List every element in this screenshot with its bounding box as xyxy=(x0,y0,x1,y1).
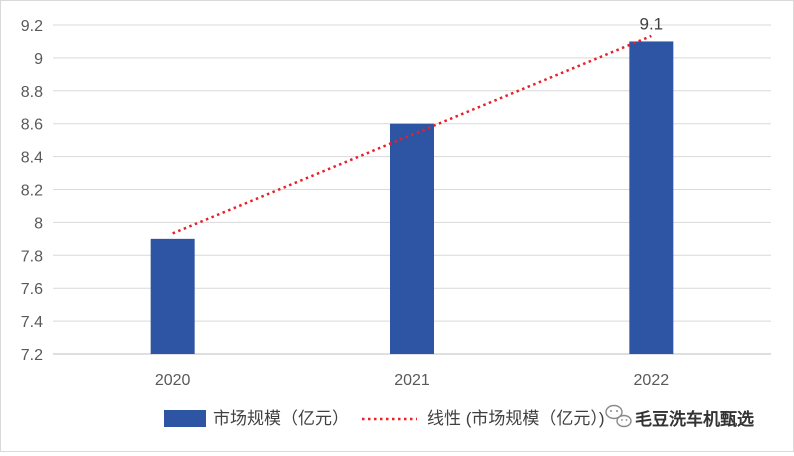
x-tick-label: 2022 xyxy=(634,372,670,389)
bar-2021 xyxy=(390,123,434,354)
legend: 市场规模（亿元） 线性 (市场规模（亿元）) xyxy=(164,409,605,428)
legend-label-trendline: 线性 (市场规模（亿元）) xyxy=(427,409,605,428)
y-tick-label: 7.2 xyxy=(21,347,43,364)
y-tick-label: 7.6 xyxy=(21,281,43,298)
wechat-logo-icon xyxy=(605,404,632,428)
y-tick-label: 8.4 xyxy=(21,150,43,167)
y-tick-label: 7.8 xyxy=(21,248,43,265)
y-tick-label: 8.2 xyxy=(21,183,43,200)
watermark: 毛豆洗车机甄选 xyxy=(605,404,754,429)
y-tick-label: 9 xyxy=(34,51,43,68)
x-axis-tick-labels: 2020 2021 2022 xyxy=(155,372,669,389)
x-tick-label: 2021 xyxy=(394,372,430,389)
trendline xyxy=(172,34,652,235)
data-labels: 9.1 xyxy=(640,14,664,33)
y-tick-label: 8 xyxy=(34,215,43,232)
data-label-2022: 9.1 xyxy=(640,14,664,33)
trendline-path xyxy=(172,34,652,235)
y-tick-label: 8.6 xyxy=(21,117,43,134)
bar-2022 xyxy=(629,41,674,354)
legend-label-market-size: 市场规模（亿元） xyxy=(213,409,349,428)
y-tick-label: 7.4 xyxy=(21,314,43,331)
bars xyxy=(150,41,674,354)
y-tick-label: 9.2 xyxy=(21,18,43,35)
bar-2020 xyxy=(150,238,195,354)
y-axis-tick-labels: 7.2 7.4 7.6 7.8 8 8.2 8.4 8.6 8.8 9 9.2 xyxy=(21,18,43,364)
watermark-text: 毛豆洗车机甄选 xyxy=(635,409,754,429)
x-tick-label: 2020 xyxy=(155,372,191,389)
legend-swatch-market-size xyxy=(164,410,206,427)
y-tick-label: 8.8 xyxy=(21,84,43,101)
